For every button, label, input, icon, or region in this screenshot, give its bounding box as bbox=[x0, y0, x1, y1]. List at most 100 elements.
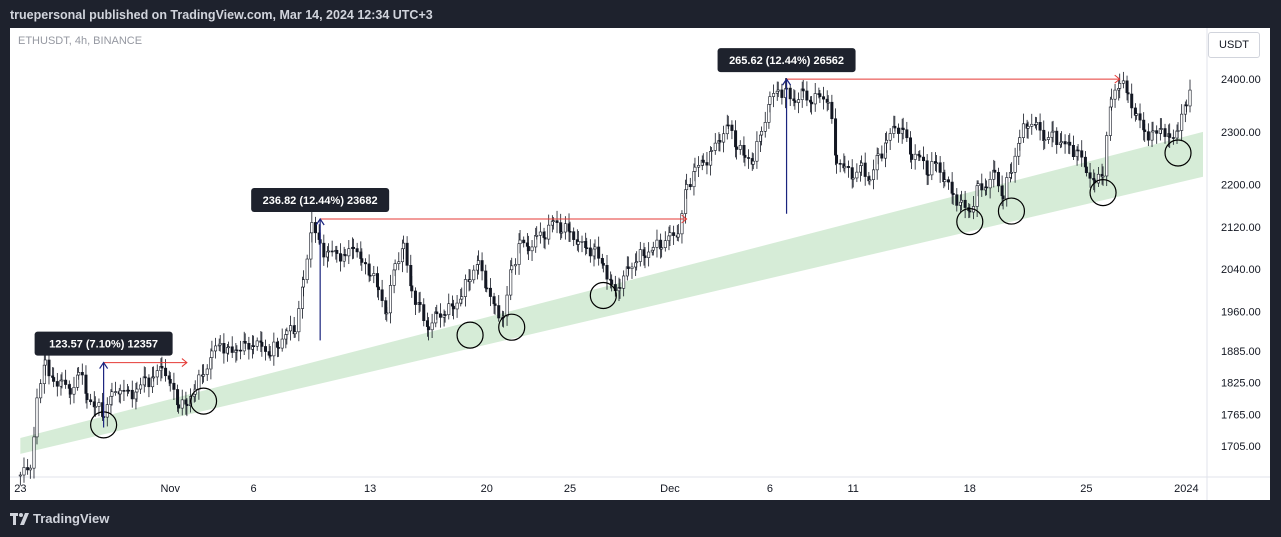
publisher-bar: truepersonal published on TradingView.co… bbox=[0, 0, 1281, 28]
candle-body bbox=[976, 183, 980, 187]
price-tick-label: 1885.00 bbox=[1221, 346, 1261, 358]
candle-body bbox=[468, 279, 472, 283]
candle-body bbox=[285, 330, 289, 335]
candle-body bbox=[438, 313, 442, 318]
brand-name: TradingView bbox=[33, 511, 110, 526]
candle-body bbox=[360, 258, 364, 263]
candle-body bbox=[488, 287, 492, 297]
candle-body bbox=[880, 153, 884, 159]
price-tick-label: 1960.00 bbox=[1221, 306, 1261, 318]
candle-body bbox=[593, 246, 597, 250]
candle-body bbox=[718, 140, 722, 143]
candle-body bbox=[538, 231, 542, 236]
candle-body bbox=[760, 130, 764, 136]
candle-body bbox=[510, 265, 514, 271]
candle-body bbox=[39, 383, 43, 399]
candle-body bbox=[710, 150, 714, 152]
price-chart[interactable]: 123.57 (7.10%) 12357 236.82 (12.44%) 2368… bbox=[10, 28, 1270, 500]
price-tick-label: 2200.00 bbox=[1221, 180, 1261, 192]
candle-body bbox=[505, 294, 509, 317]
touch-circle bbox=[456, 321, 484, 349]
candle-body bbox=[1168, 133, 1172, 138]
measure-label: 123.57 (7.10%) 12357 bbox=[49, 339, 158, 351]
candle-body bbox=[180, 399, 184, 409]
price-tick-label: 1825.00 bbox=[1221, 378, 1261, 390]
candle-body bbox=[651, 247, 655, 251]
candle-body bbox=[768, 96, 772, 105]
candle-body bbox=[938, 162, 942, 173]
candle-body bbox=[397, 261, 401, 264]
candle-body bbox=[1038, 122, 1042, 131]
price-tick-label: 1705.00 bbox=[1221, 441, 1261, 453]
measure-label-box bbox=[34, 331, 173, 356]
candle-body bbox=[626, 266, 630, 269]
time-tick-label: 23 bbox=[14, 483, 26, 495]
candle-body bbox=[55, 381, 59, 387]
candle-body bbox=[222, 343, 226, 354]
candle-body bbox=[1084, 166, 1088, 174]
candle-body bbox=[368, 274, 372, 277]
candle-body bbox=[393, 263, 397, 271]
chart-panel[interactable]: 123.57 (7.10%) 12357 236.82 (12.44%) 2368… bbox=[10, 28, 1270, 500]
candle-body bbox=[272, 341, 276, 357]
candle-body bbox=[302, 279, 306, 288]
candle-body bbox=[668, 232, 672, 237]
candle-body bbox=[26, 467, 30, 471]
candle-body bbox=[801, 88, 805, 92]
candle-body bbox=[1046, 137, 1050, 140]
candle-body bbox=[1096, 173, 1100, 184]
candle-body bbox=[1059, 141, 1063, 144]
candle-body bbox=[122, 390, 126, 392]
candle-body bbox=[410, 285, 414, 292]
time-tick-label: Dec bbox=[660, 483, 680, 495]
candle-body bbox=[572, 231, 576, 240]
price-tick-label: 2040.00 bbox=[1221, 264, 1261, 276]
candle-body bbox=[1018, 137, 1022, 144]
candle-body bbox=[85, 393, 89, 401]
candle-body bbox=[1134, 113, 1138, 116]
candle-body bbox=[164, 367, 168, 377]
time-tick-label: 6 bbox=[250, 483, 256, 495]
candle-body bbox=[351, 246, 355, 249]
candle-body bbox=[1163, 128, 1167, 137]
candle-body bbox=[1101, 175, 1105, 178]
candle-body bbox=[847, 166, 851, 168]
candle-body bbox=[247, 343, 251, 350]
candle-body bbox=[788, 87, 792, 100]
candle-body bbox=[252, 345, 256, 347]
candle-body bbox=[385, 312, 389, 315]
candle-body bbox=[418, 302, 422, 305]
candle-body bbox=[155, 370, 159, 378]
candle-body bbox=[72, 386, 76, 395]
touch-circle bbox=[956, 208, 984, 236]
candle-body bbox=[1051, 130, 1055, 133]
candle-body bbox=[793, 100, 797, 103]
candle-body bbox=[885, 139, 889, 144]
candle-body bbox=[160, 366, 164, 369]
candle-body bbox=[401, 242, 405, 250]
candle-body bbox=[697, 165, 701, 168]
candle-body bbox=[43, 359, 47, 366]
measure-range-arrowhead bbox=[681, 214, 688, 224]
candle-body bbox=[1013, 155, 1017, 173]
candle-body bbox=[147, 377, 151, 388]
candle-body bbox=[143, 376, 147, 379]
candle-body bbox=[497, 305, 501, 319]
candle-body bbox=[77, 372, 81, 376]
candle-body bbox=[993, 169, 997, 173]
candle-body bbox=[855, 171, 859, 179]
candle-body bbox=[913, 153, 917, 160]
candle-body bbox=[239, 349, 243, 352]
candle-body bbox=[513, 264, 517, 267]
currency-button[interactable]: USDT bbox=[1208, 32, 1260, 58]
candle-body bbox=[1055, 130, 1059, 145]
price-tick-label: 2300.00 bbox=[1221, 127, 1261, 139]
time-tick-label: 13 bbox=[364, 483, 376, 495]
candle-body bbox=[722, 133, 726, 143]
time-tick-label: Nov bbox=[160, 483, 180, 495]
candle-body bbox=[580, 241, 584, 243]
candle-body bbox=[28, 467, 32, 471]
candle-body bbox=[568, 231, 572, 233]
candle-body bbox=[430, 322, 434, 331]
candle-body bbox=[943, 179, 947, 183]
